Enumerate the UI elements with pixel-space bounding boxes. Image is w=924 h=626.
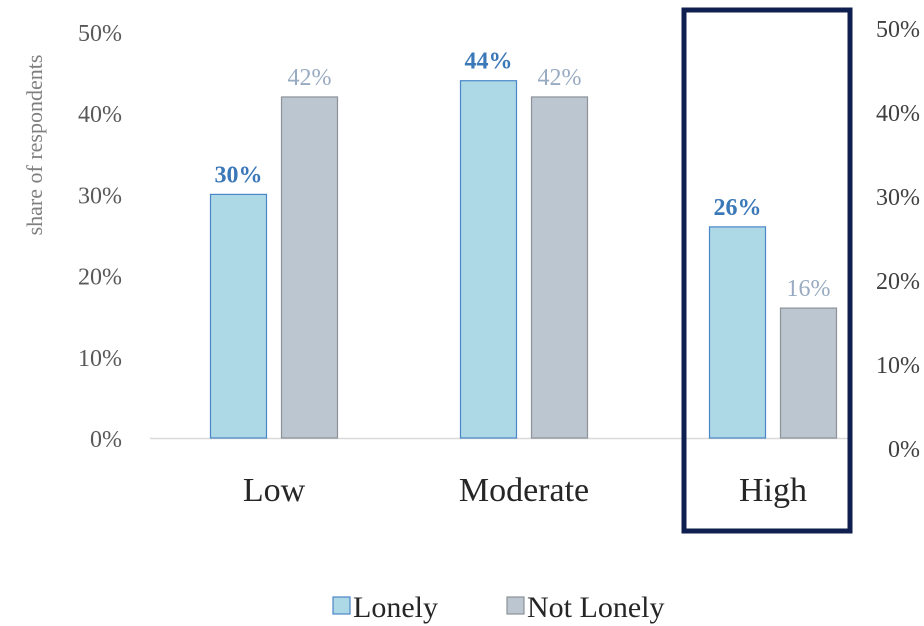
bar-not-lonely-high — [779, 307, 838, 439]
bar-lonely-moderate — [459, 80, 518, 439]
highlight-box — [681, 7, 853, 534]
legend-swatch — [506, 596, 525, 615]
y-axis-label: share of respondents — [22, 55, 47, 236]
legend-swatch — [332, 596, 351, 615]
y-tick-label: 30% — [78, 183, 122, 209]
data-label: 42% — [538, 65, 582, 91]
data-labels: 30% 44% 26% 42% 42% 16% — [215, 49, 831, 302]
bar-not-lonely-low — [280, 96, 339, 439]
left-y-axis: 0% 10% 20% 30% 40% 50% — [78, 21, 122, 453]
bar-lonely-low — [209, 193, 268, 439]
right-y-tick-label: 50% — [876, 17, 920, 43]
category-label: Moderate — [459, 472, 589, 509]
y-tick-label: 0% — [90, 427, 122, 453]
data-label: 42% — [288, 65, 332, 91]
y-tick-label: 20% — [78, 265, 122, 291]
category-label: High — [739, 472, 807, 509]
category-label: Low — [243, 472, 306, 509]
legend: Lonely Not Lonely — [332, 591, 664, 624]
data-label: 16% — [787, 276, 831, 302]
data-label: 30% — [215, 162, 263, 188]
y-tick-label: 40% — [78, 102, 122, 128]
data-label: 44% — [465, 49, 513, 75]
data-label: 26% — [714, 195, 762, 221]
category-labels: Low Moderate High — [243, 472, 807, 509]
right-y-tick-label: 20% — [876, 269, 920, 295]
y-tick-label: 50% — [78, 21, 122, 47]
legend-label: Lonely — [353, 591, 438, 624]
right-y-tick-label: 30% — [876, 185, 920, 211]
right-y-axis: 0% 10% 20% 30% 40% 50% — [876, 17, 920, 463]
right-y-tick-label: 40% — [876, 101, 920, 127]
bar-lonely-high — [708, 226, 767, 439]
bars — [209, 80, 838, 439]
legend-label: Not Lonely — [527, 591, 664, 624]
right-y-tick-label: 0% — [888, 437, 920, 463]
bar-not-lonely-moderate — [530, 96, 589, 439]
right-y-tick-label: 10% — [876, 353, 920, 379]
y-tick-label: 10% — [78, 346, 122, 372]
